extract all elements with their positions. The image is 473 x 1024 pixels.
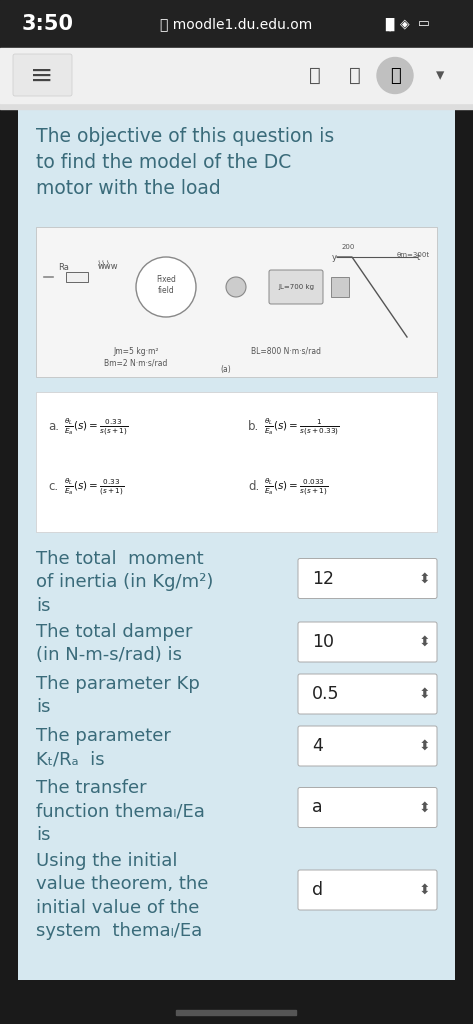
- Text: $\frac{\theta_L}{E_a}(s)=\frac{0.033}{s(s+1)}$: $\frac{\theta_L}{E_a}(s)=\frac{0.033}{s(…: [264, 476, 328, 498]
- Bar: [176, 1010, 296, 1015]
- Circle shape: [377, 57, 413, 93]
- Text: 🔒 moodle1.du.edu.om: 🔒 moodle1.du.edu.om: [160, 17, 312, 31]
- FancyBboxPatch shape: [298, 726, 437, 766]
- Text: ⬍: ⬍: [419, 571, 430, 586]
- Circle shape: [136, 257, 196, 317]
- Text: a: a: [312, 799, 323, 816]
- Text: ≡: ≡: [30, 61, 53, 89]
- Text: $\frac{\theta_L}{E_a}(s)=\frac{0.33}{(s+1)}$: $\frac{\theta_L}{E_a}(s)=\frac{0.33}{(s+…: [64, 476, 124, 498]
- Circle shape: [226, 278, 246, 297]
- Text: The total damper
(in N-m-s/rad) is: The total damper (in N-m-s/rad) is: [36, 623, 193, 665]
- FancyBboxPatch shape: [18, 109, 455, 980]
- FancyBboxPatch shape: [298, 558, 437, 598]
- Text: y: y: [332, 253, 337, 261]
- FancyBboxPatch shape: [13, 54, 72, 96]
- Text: ⬍: ⬍: [419, 801, 430, 814]
- Text: JL=700 kg: JL=700 kg: [278, 284, 314, 290]
- FancyBboxPatch shape: [36, 227, 437, 377]
- Bar: [0, 48, 473, 103]
- Bar: [331, 278, 349, 297]
- Text: d.: d.: [248, 480, 259, 494]
- Bar: [66, 272, 88, 282]
- Text: 0.5: 0.5: [312, 685, 340, 703]
- Text: ⬍: ⬍: [419, 739, 430, 753]
- Text: ⌇⌇⌇: ⌇⌇⌇: [96, 261, 110, 271]
- Text: The transfer
function themaₗ/Ea
is: The transfer function themaₗ/Ea is: [36, 779, 205, 844]
- Text: 200: 200: [342, 244, 355, 250]
- Text: ⬍: ⬍: [419, 883, 430, 897]
- Text: Fixed
field: Fixed field: [156, 275, 176, 295]
- Text: 10: 10: [312, 633, 334, 651]
- Text: d: d: [312, 881, 323, 899]
- Text: Ra: Ra: [58, 263, 69, 272]
- Text: 🔔: 🔔: [309, 66, 321, 85]
- Text: Using the initial
value theorem, the
initial value of the
system  themaₗ/Ea: Using the initial value theorem, the ini…: [36, 852, 209, 940]
- Bar: [0, 103, 473, 109]
- Text: The total  moment
of inertia (in Kg/m²)
is: The total moment of inertia (in Kg/m²) i…: [36, 550, 213, 614]
- Text: 👤: 👤: [390, 67, 400, 85]
- Text: a.: a.: [48, 421, 59, 433]
- Text: ⬍: ⬍: [419, 635, 430, 649]
- FancyBboxPatch shape: [298, 787, 437, 827]
- Text: $\frac{\theta_L}{E_a}(s)=\frac{1}{s(s+0.33)}$: $\frac{\theta_L}{E_a}(s)=\frac{1}{s(s+0.…: [264, 417, 340, 437]
- Text: ⬍: ⬍: [419, 687, 430, 701]
- FancyBboxPatch shape: [298, 674, 437, 714]
- Text: 💬: 💬: [349, 66, 361, 85]
- Text: 4: 4: [312, 737, 323, 755]
- Text: (a): (a): [220, 365, 231, 374]
- Text: BL=800 N·m·s/rad: BL=800 N·m·s/rad: [251, 347, 321, 356]
- Text: c.: c.: [48, 480, 58, 494]
- Text: $\frac{\theta_L}{E_a}(s)=\frac{0.33}{s(s+1)}$: $\frac{\theta_L}{E_a}(s)=\frac{0.33}{s(s…: [64, 417, 128, 437]
- FancyBboxPatch shape: [269, 270, 323, 304]
- Bar: [0, 0, 473, 48]
- FancyBboxPatch shape: [298, 622, 437, 662]
- Text: ▐▌: ▐▌: [380, 17, 399, 31]
- Text: ◈: ◈: [400, 17, 410, 31]
- Text: The parameter Kp
is: The parameter Kp is: [36, 675, 200, 717]
- Text: θm=300t: θm=300t: [397, 252, 430, 258]
- Text: b.: b.: [248, 421, 259, 433]
- Text: The parameter
Kₜ/Rₐ  is: The parameter Kₜ/Rₐ is: [36, 727, 171, 768]
- Text: 12: 12: [312, 569, 334, 588]
- Text: ▭: ▭: [418, 17, 430, 31]
- Text: www: www: [98, 262, 119, 271]
- Text: ▾: ▾: [436, 67, 444, 85]
- Text: Bm=2 N·m·s/rad: Bm=2 N·m·s/rad: [105, 359, 168, 368]
- Text: t: t: [417, 253, 420, 261]
- FancyBboxPatch shape: [36, 392, 437, 532]
- FancyBboxPatch shape: [298, 870, 437, 910]
- Text: Jm=5 kg·m²: Jm=5 kg·m²: [113, 347, 159, 356]
- Text: The objective of this question is
to find the model of the DC
motor with the loa: The objective of this question is to fin…: [36, 127, 334, 198]
- Text: 3:50: 3:50: [22, 14, 74, 34]
